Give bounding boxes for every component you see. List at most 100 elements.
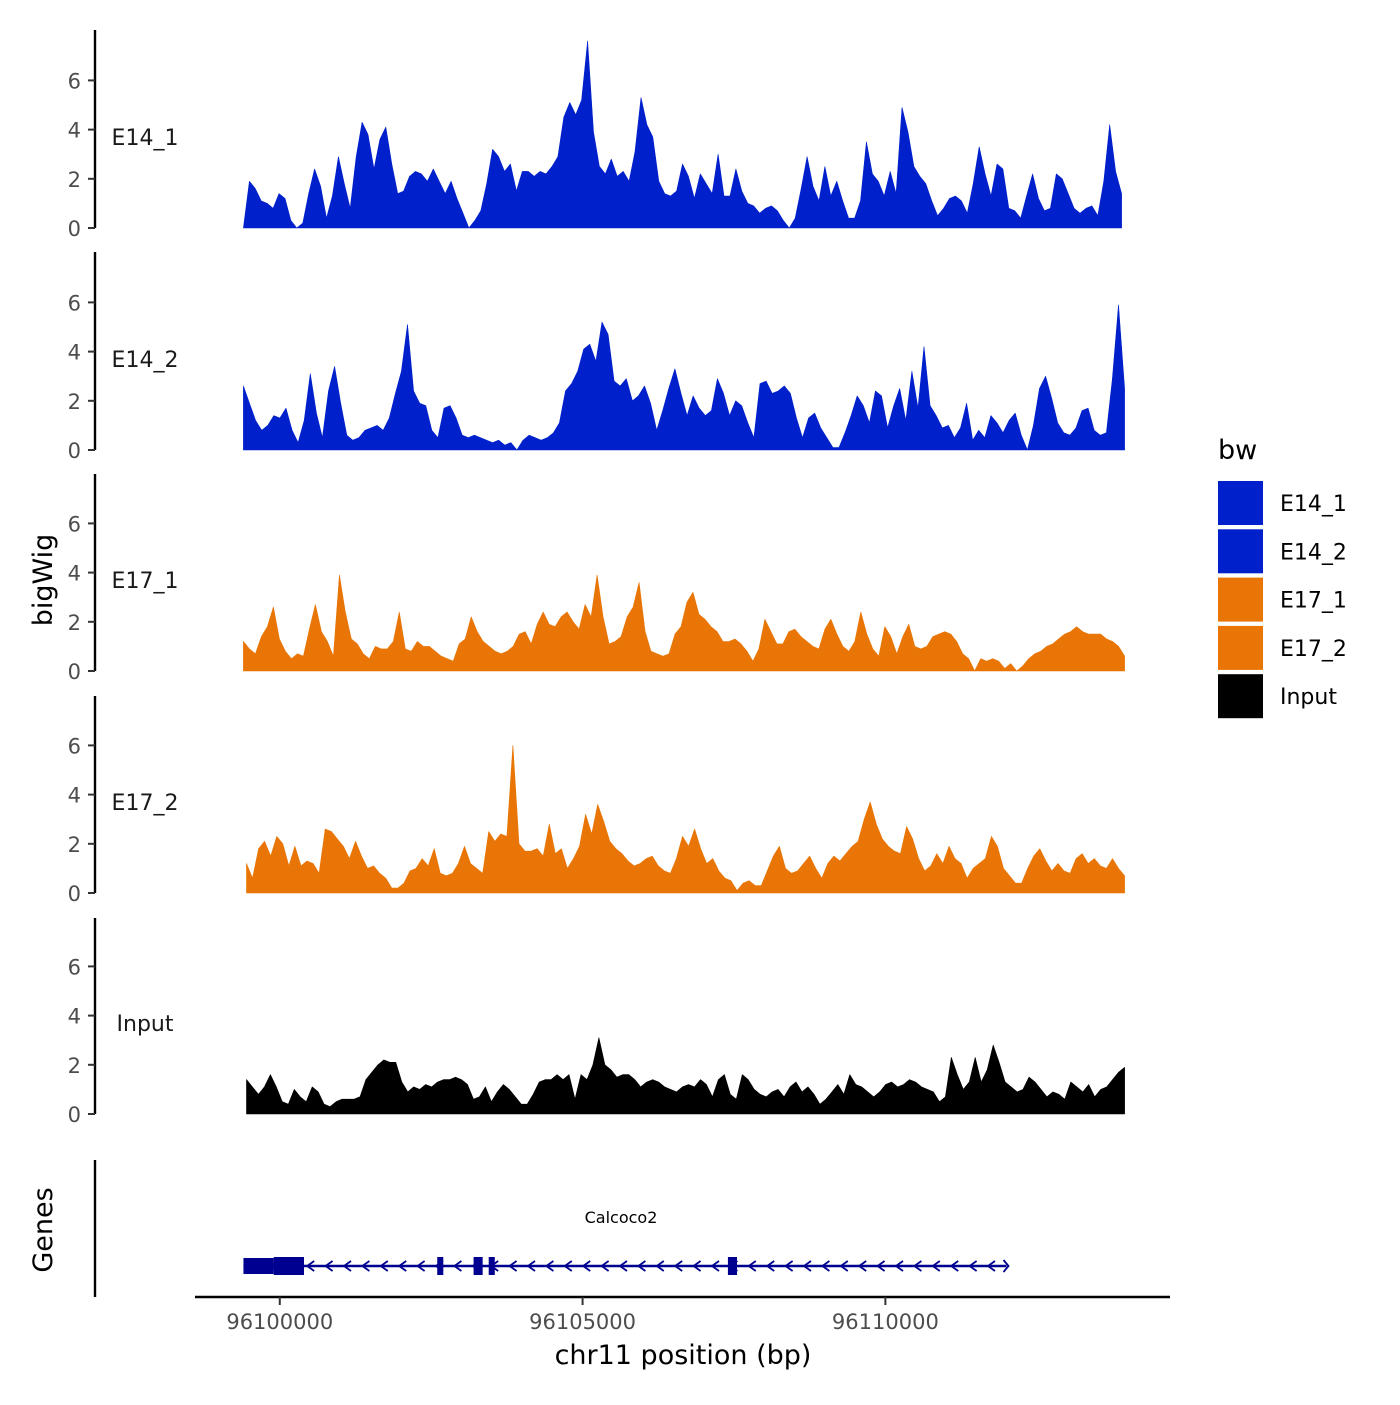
strand-chevron (692, 1260, 702, 1272)
track-E14_2: 0 2 4 6 E14_2 (68, 252, 1125, 463)
y-tick-label: 0 (68, 439, 81, 463)
genes-axis-title: Genes (28, 1187, 59, 1272)
strand-chevron (894, 1260, 904, 1272)
strand-chevron (857, 1260, 867, 1272)
signal-area-E14_2 (243, 304, 1125, 451)
strand-chevron (305, 1260, 315, 1272)
track-E17_2: 0 2 4 6 E17_2 (68, 696, 1125, 906)
legend-label-E17_2: E17_2 (1280, 637, 1347, 662)
y-tick-label: 6 (68, 291, 81, 315)
strand-chevron (379, 1260, 389, 1272)
legend-swatch-E14_1 (1218, 481, 1263, 525)
strand-chevron (876, 1260, 886, 1272)
strand-chevron (416, 1260, 426, 1272)
strand-chevron (986, 1260, 996, 1272)
strand-chevron (765, 1260, 775, 1272)
strand-chevron (618, 1260, 628, 1272)
signal-area-Input (246, 1037, 1125, 1115)
strand-chevron (397, 1260, 407, 1272)
x-axis-title: chr11 position (bp) (555, 1340, 812, 1371)
gene-track: Calcoco2 (93, 1160, 1010, 1297)
strand-chevron (526, 1260, 536, 1272)
y-tick-label: 4 (68, 119, 81, 143)
gene-utr-block (243, 1258, 274, 1274)
legend-label-E14_1: E14_1 (1280, 492, 1347, 517)
strand-chevron (600, 1260, 610, 1272)
legend-swatch-Input (1218, 674, 1263, 719)
legend-swatch-E17_2 (1218, 625, 1263, 670)
signal-area-E17_2 (246, 745, 1125, 894)
strand-chevron (968, 1260, 978, 1272)
strand-chevron (673, 1260, 683, 1272)
y-tick-label: 2 (68, 833, 81, 857)
strand-chevron (747, 1260, 757, 1272)
signal-area-E14_1 (243, 40, 1122, 229)
y-tick-label: 0 (68, 882, 81, 906)
track-Input: 0 2 4 6 Input (68, 918, 1125, 1127)
strand-chevron (931, 1260, 941, 1272)
y-tick-label: 2 (68, 168, 81, 192)
track-label-Input: Input (117, 1012, 174, 1037)
y-tick-label: 4 (68, 784, 81, 808)
strand-chevron (508, 1260, 518, 1272)
track-label-E17_2: E17_2 (112, 791, 179, 816)
gene-label: Calcoco2 (585, 1208, 658, 1227)
track-label-E14_1: E14_1 (112, 126, 179, 151)
strand-chevron (802, 1260, 812, 1272)
gene-exon (473, 1257, 483, 1275)
gene-end-marker (1002, 1259, 1010, 1273)
y-tick-label: 0 (68, 217, 81, 241)
strand-chevron (636, 1260, 646, 1272)
gene-exon (437, 1257, 444, 1275)
legend-swatch-E14_2 (1218, 529, 1263, 574)
legend-swatch-E17_1 (1218, 577, 1263, 622)
y-axis-title: bigWig (28, 534, 59, 627)
y-tick-label: 6 (68, 955, 81, 979)
legend-label-Input: Input (1280, 685, 1337, 710)
gene-exon (488, 1257, 495, 1275)
strand-chevron (949, 1260, 959, 1272)
y-tick-label: 2 (68, 611, 81, 635)
legend-label-E14_2: E14_2 (1280, 540, 1347, 565)
y-tick-label: 4 (68, 1005, 81, 1029)
x-tick-label: 96100000 (226, 1310, 333, 1334)
track-E14_1: 0 2 4 6 E14_1 (68, 30, 1122, 241)
x-tick-label: 96110000 (832, 1310, 939, 1334)
tracks-layer: 0 2 4 6 E14_1 0 2 4 6 E14_2 0 2 4 6 E17_1 0 2 4 6 E17_2 0 2 4 6… (68, 30, 1125, 1127)
y-tick-label: 4 (68, 562, 81, 586)
strand-chevron (452, 1260, 462, 1272)
track-label-E14_2: E14_2 (112, 348, 179, 373)
y-tick-label: 0 (68, 1103, 81, 1127)
y-tick-label: 6 (68, 512, 81, 536)
strand-chevron (710, 1260, 720, 1272)
y-tick-label: 2 (68, 390, 81, 414)
y-tick-label: 4 (68, 341, 81, 365)
legend-title: bw (1218, 435, 1257, 466)
strand-chevron (912, 1260, 922, 1272)
legend-label-E17_1: E17_1 (1280, 589, 1347, 614)
track-label-E17_1: E17_1 (112, 569, 179, 594)
strand-chevron (581, 1260, 591, 1272)
x-tick-label: 96105000 (529, 1310, 636, 1334)
strand-chevron (784, 1260, 794, 1272)
y-tick-label: 2 (68, 1054, 81, 1078)
gene-exon (727, 1257, 738, 1275)
y-tick-label: 6 (68, 734, 81, 758)
strand-chevron (655, 1260, 665, 1272)
legend: bw E14_1 E14_2 E17_1 E17_2 Input (1218, 435, 1347, 719)
strand-chevron (324, 1260, 334, 1272)
strand-chevron (563, 1260, 573, 1272)
gene-exon (273, 1257, 305, 1275)
strand-chevron (544, 1260, 554, 1272)
strand-chevron (820, 1260, 830, 1272)
y-tick-label: 0 (68, 660, 81, 684)
y-tick-label: 6 (68, 69, 81, 93)
strand-chevron (360, 1260, 370, 1272)
strand-chevron (342, 1260, 352, 1272)
strand-chevron (839, 1260, 849, 1272)
x-axis: 96100000 96105000 96110000 (195, 1295, 1170, 1334)
signal-area-E17_1 (243, 574, 1125, 672)
track-E17_1: 0 2 4 6 E17_1 (68, 474, 1125, 684)
